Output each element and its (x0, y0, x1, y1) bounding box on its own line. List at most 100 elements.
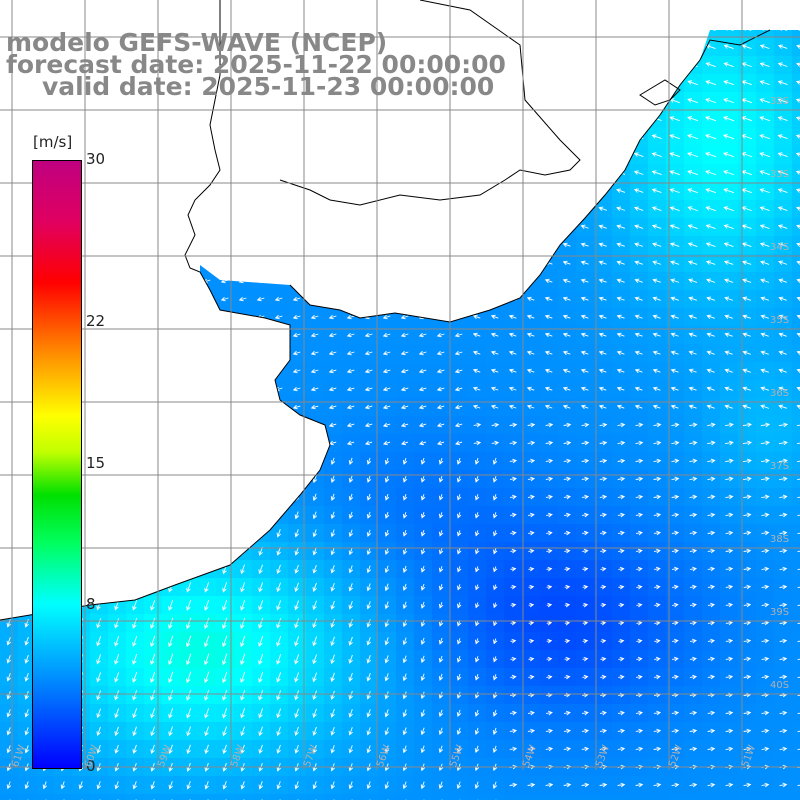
wind-arrow (474, 548, 480, 555)
wind-arrow (509, 710, 517, 716)
wind-arrow (546, 674, 553, 680)
wind-arrow (454, 116, 463, 122)
wind-arrow (166, 188, 175, 194)
wind-arrow (366, 745, 372, 754)
wind-arrow (130, 440, 139, 446)
wind-arrow (184, 188, 193, 194)
wind-arrow (635, 512, 644, 518)
wind-arrow (653, 512, 662, 518)
wind-arrow (384, 745, 390, 754)
wind-arrow (742, 278, 752, 283)
wind-arrow (328, 206, 337, 212)
wind-arrow (705, 260, 716, 265)
wind-arrow (96, 582, 101, 593)
wind-arrow (725, 746, 734, 752)
wind-arrow (527, 710, 535, 716)
wind-arrow (633, 188, 644, 193)
wind-arrow (114, 511, 120, 520)
wind-arrow (723, 44, 734, 50)
wind-arrow (779, 566, 788, 572)
wind-arrow (528, 602, 535, 608)
wind-arrow (238, 296, 247, 302)
wind-arrow (617, 458, 626, 464)
wind-arrow (562, 296, 571, 302)
wind-arrow (742, 350, 751, 355)
wind-arrow (779, 728, 788, 734)
wind-arrow (22, 296, 31, 302)
wind-arrow (508, 30, 517, 32)
wind-arrow (562, 206, 571, 212)
wind-arrow (132, 600, 138, 611)
wind-arrow (310, 278, 319, 284)
wind-arrow (454, 30, 463, 32)
wind-arrow (616, 152, 626, 157)
wind-arrow (546, 584, 553, 590)
wind-arrow (292, 296, 301, 302)
wind-arrow (130, 242, 139, 248)
wind-arrow (777, 206, 788, 211)
wind-arrow (6, 583, 11, 592)
wind-arrow (473, 422, 482, 428)
wind-arrow (689, 476, 698, 482)
wind-arrow (364, 368, 373, 374)
wind-arrow (563, 494, 572, 500)
latitude-label: 32S (770, 96, 790, 107)
wind-arrow (454, 152, 463, 158)
wind-arrow (420, 512, 426, 519)
wind-arrow (474, 457, 480, 465)
wind-arrow (616, 224, 626, 229)
wind-arrow (330, 565, 335, 574)
wind-arrow (475, 602, 480, 609)
wind-arrow (418, 206, 427, 212)
wind-arrow (438, 602, 444, 609)
wind-arrow (6, 691, 11, 700)
wind-arrow (617, 530, 625, 536)
wind-arrow (402, 727, 408, 736)
wind-arrow (436, 152, 445, 158)
wind-arrow (436, 134, 445, 140)
valid-date: valid date: 2025-11-23 00:00:00 (42, 72, 495, 101)
wind-arrow (526, 98, 535, 104)
wind-arrow (599, 458, 608, 464)
wind-arrow (436, 170, 445, 176)
wind-arrow (276, 726, 281, 737)
wind-arrow (580, 332, 589, 338)
wind-arrow (184, 116, 193, 122)
wind-arrow (724, 404, 733, 409)
wind-arrow (706, 278, 716, 283)
wind-arrow (580, 206, 589, 212)
wind-arrow (274, 188, 283, 194)
wind-arrow (184, 404, 193, 410)
wind-arrow (761, 728, 770, 734)
wind-arrow (256, 134, 265, 140)
wind-arrow (204, 582, 210, 593)
wind-arrow (563, 710, 571, 716)
wind-arrow (330, 582, 335, 592)
wind-arrow (292, 134, 301, 140)
wind-arrow (456, 512, 462, 519)
wind-arrow (186, 689, 192, 701)
wind-arrow (564, 602, 571, 608)
wind-arrow (348, 547, 354, 556)
wind-arrow (184, 314, 193, 320)
wind-arrow (94, 188, 103, 194)
wind-arrow (346, 422, 355, 428)
wind-arrow (598, 116, 608, 121)
wind-arrow (616, 350, 625, 356)
wind-arrow (689, 602, 697, 608)
wind-arrow (617, 512, 626, 518)
wind-arrow (24, 583, 29, 592)
wind-arrow (743, 530, 752, 536)
wind-arrow (581, 710, 589, 716)
wind-arrow (490, 116, 499, 122)
wind-arrow (240, 599, 246, 611)
wind-arrow (598, 350, 607, 356)
wind-arrow (545, 422, 554, 428)
wind-arrow (96, 618, 102, 629)
wind-arrow (564, 584, 571, 590)
wind-arrow (778, 422, 789, 428)
wind-arrow (4, 224, 13, 230)
wind-arrow (761, 602, 770, 608)
wind-arrow (671, 530, 680, 536)
